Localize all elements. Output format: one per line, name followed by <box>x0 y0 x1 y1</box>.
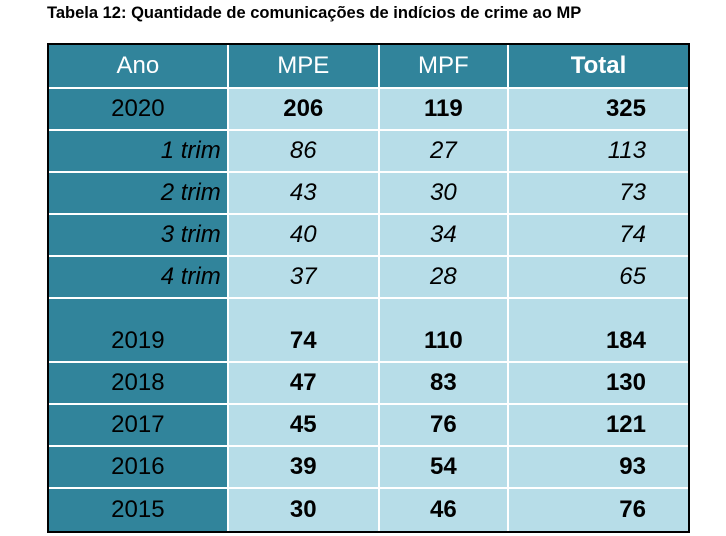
cell-total: 184 <box>508 299 688 363</box>
cell-total: 130 <box>508 363 688 405</box>
cell-total: 113 <box>508 131 688 173</box>
cell-total: 93 <box>508 447 688 489</box>
cell-mpf: 76 <box>379 405 509 447</box>
row-label: 2017 <box>49 405 229 447</box>
table-row-4-trim: 4 trim 37 28 65 <box>49 257 688 299</box>
cell-mpf: 119 <box>379 89 509 131</box>
cell-mpe: 30 <box>228 489 380 531</box>
cell-mpe: 86 <box>228 131 380 173</box>
table-row-2018: 2018 47 83 130 <box>49 363 688 405</box>
column-header-mpe: MPE <box>228 45 380 89</box>
table-row-3-trim: 3 trim 40 34 74 <box>49 215 688 257</box>
cell-mpf: 34 <box>379 215 509 257</box>
table-row-2017: 2017 45 76 121 <box>49 405 688 447</box>
cell-mpf: 46 <box>379 489 509 531</box>
cell-mpf: 54 <box>379 447 509 489</box>
column-header-mpf: MPF <box>379 45 509 89</box>
cell-mpf: 110 <box>379 299 509 363</box>
table-caption: Tabela 12: Quantidade de comunicações de… <box>47 4 582 22</box>
cell-mpf: 27 <box>379 131 509 173</box>
cell-total: 325 <box>508 89 688 131</box>
cell-mpe: 40 <box>228 215 380 257</box>
cell-mpe: 39 <box>228 447 380 489</box>
table-row-2015: 2015 30 46 76 <box>49 489 688 531</box>
column-header-total: Total <box>508 45 688 89</box>
cell-total: 73 <box>508 173 688 215</box>
cell-mpe: 206 <box>228 89 380 131</box>
table-row-1-trim: 1 trim 86 27 113 <box>49 131 688 173</box>
column-header-ano: Ano <box>49 45 229 89</box>
table-row-2016: 2016 39 54 93 <box>49 447 688 489</box>
row-label: 1 trim <box>49 131 229 173</box>
cell-mpe: 43 <box>228 173 380 215</box>
cell-mpe: 74 <box>228 299 380 363</box>
row-label: 2 trim <box>49 173 229 215</box>
cell-mpe: 37 <box>228 257 380 299</box>
cell-mpf: 83 <box>379 363 509 405</box>
cell-total: 76 <box>508 489 688 531</box>
row-label: 3 trim <box>49 215 229 257</box>
row-label: 2019 <box>49 299 229 363</box>
cell-mpe: 45 <box>228 405 380 447</box>
row-label: 2016 <box>49 447 229 489</box>
cell-total: 74 <box>508 215 688 257</box>
cell-total: 65 <box>508 257 688 299</box>
table-row-2020: 2020 206 119 325 <box>49 89 688 131</box>
row-label: 2018 <box>49 363 229 405</box>
cell-total: 121 <box>508 405 688 447</box>
cell-mpe: 47 <box>228 363 380 405</box>
cell-mpf: 30 <box>379 173 509 215</box>
table-row-2019: 2019 74 110 184 <box>49 299 688 363</box>
row-label: 4 trim <box>49 257 229 299</box>
table-header-row: Ano MPE MPF Total <box>49 45 688 89</box>
crime-communications-table: Ano MPE MPF Total 2020 206 119 325 1 tri… <box>47 43 690 533</box>
row-label: 2015 <box>49 489 229 531</box>
cell-mpf: 28 <box>379 257 509 299</box>
row-label: 2020 <box>49 89 229 131</box>
table-row-2-trim: 2 trim 43 30 73 <box>49 173 688 215</box>
